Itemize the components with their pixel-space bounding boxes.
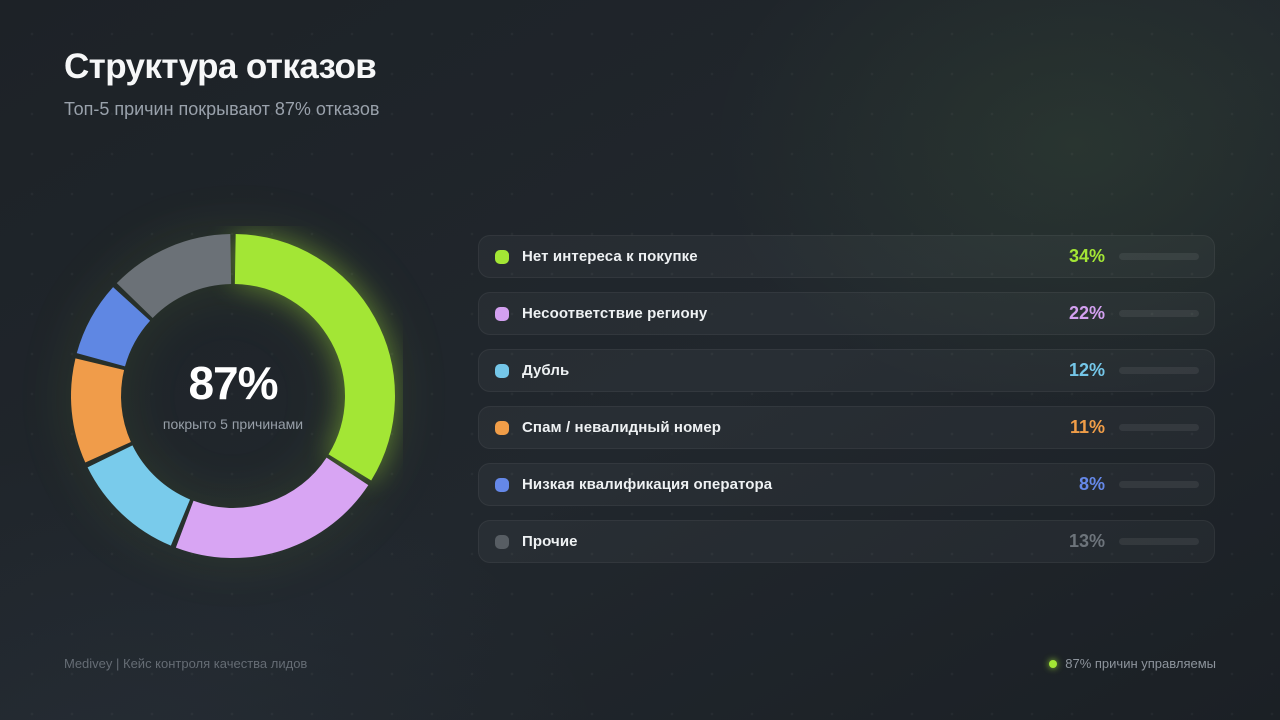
page-title: Структура отказов [64, 47, 377, 86]
legend-row-bar [1119, 538, 1199, 545]
legend-row-label: Несоответствие региону [522, 305, 708, 322]
status-dot-icon [1049, 659, 1058, 668]
donut-segment [116, 234, 232, 319]
footer-status: 87% причин управляемы [1049, 656, 1216, 671]
legend-row-right: 13% [1057, 531, 1199, 552]
donut-segment [234, 234, 395, 481]
legend-row-value: 34% [1068, 246, 1105, 266]
donut-segment [71, 358, 132, 463]
legend-row-value: 12% [1068, 360, 1105, 380]
legend-row-value: 22% [1068, 303, 1105, 323]
legend-dot [495, 420, 509, 435]
donut-segment [175, 456, 369, 558]
donut-segment [76, 287, 151, 368]
legend-dot [495, 306, 509, 321]
legend-row: Дубль 12% [478, 349, 1215, 392]
legend-row-bar [1119, 481, 1199, 488]
legend-row-right: 12% [1057, 360, 1199, 381]
legend: Нет интереса к покупке 34% Несоответстви… [478, 235, 1215, 577]
legend-row-label: Прочие [522, 533, 578, 550]
legend-row-right: 34% [1057, 246, 1199, 267]
legend-row: Несоответствие региону 22% [478, 292, 1215, 335]
legend-row-right: 22% [1057, 303, 1199, 324]
legend-row: Нет интереса к покупке 34% [478, 235, 1215, 278]
page-subtitle: Топ-5 причин покрывают 87% отказов [64, 98, 380, 119]
legend-row: Низкая квалификация оператора 8% [478, 463, 1215, 506]
footer-credit: Medivey | Кейс контроля качества лидов [64, 656, 308, 671]
legend-row-bar [1119, 310, 1199, 317]
legend-row: Спам / невалидный номер 11% [478, 406, 1215, 449]
legend-row-right: 8% [1057, 474, 1199, 495]
legend-row-label: Дубль [522, 362, 570, 379]
legend-dot [495, 363, 509, 378]
donut-chart: 87% покрыто 5 причинами [63, 226, 403, 566]
donut-svg [71, 234, 395, 558]
donut-segment [87, 444, 191, 546]
legend-row: Прочие 13% [478, 520, 1215, 563]
legend-dot [495, 534, 509, 549]
legend-row-value: 11% [1069, 417, 1105, 437]
legend-row-bar [1119, 253, 1199, 260]
legend-row-label: Спам / невалидный номер [522, 419, 722, 436]
legend-row-label: Низкая квалификация оператора [522, 476, 773, 493]
legend-row-bar [1119, 367, 1199, 374]
legend-row-right: 11% [1057, 417, 1199, 438]
footer-status-label: 87% причин управляемы [1065, 656, 1216, 671]
legend-dot [495, 249, 509, 264]
header: Структура отказов Топ-5 причин покрывают… [64, 47, 380, 120]
legend-row-value: 8% [1078, 474, 1105, 494]
legend-row-bar [1119, 424, 1199, 431]
legend-dot [495, 477, 509, 492]
legend-row-value: 13% [1068, 531, 1105, 551]
legend-row-label: Нет интереса к покупке [522, 248, 698, 265]
